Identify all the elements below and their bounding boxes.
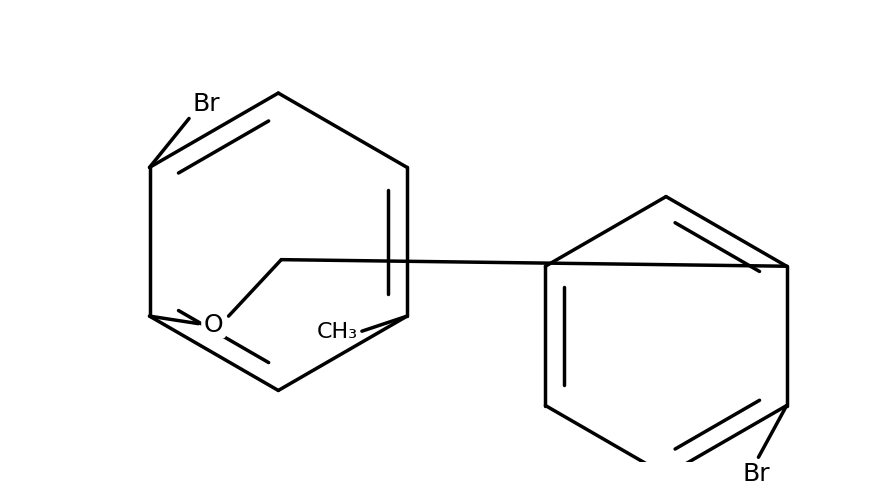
Text: CH₃: CH₃	[317, 322, 358, 342]
Text: Br: Br	[742, 461, 770, 485]
Text: Br: Br	[193, 92, 221, 116]
Text: O: O	[204, 312, 223, 336]
